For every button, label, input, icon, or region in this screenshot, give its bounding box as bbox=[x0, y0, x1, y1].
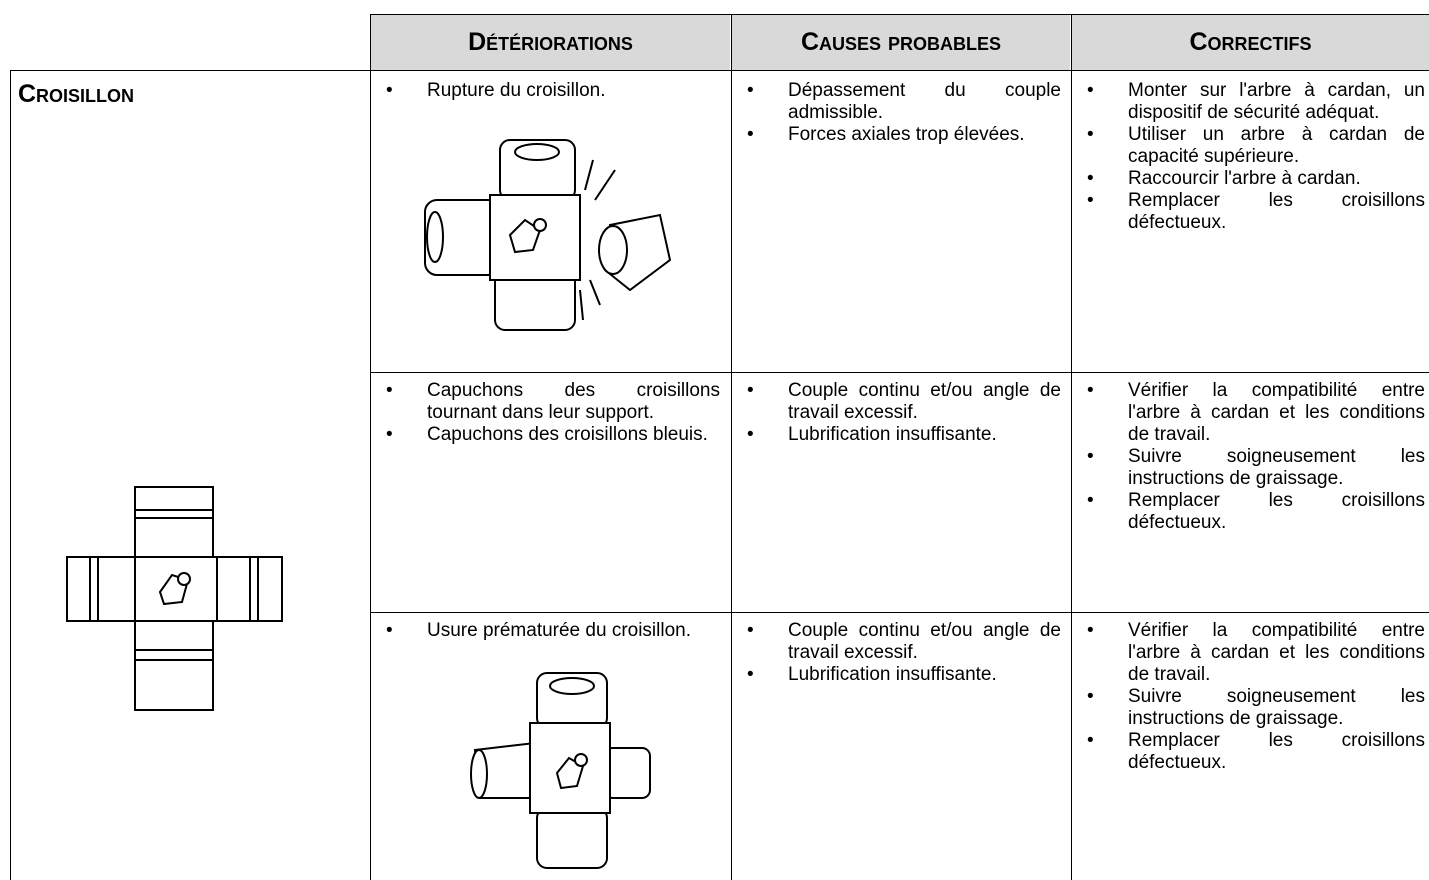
list-item: Lubrification insuffisante. bbox=[747, 424, 1061, 446]
border bbox=[370, 372, 1429, 373]
list-item: Dépassement du couple admissible. bbox=[747, 80, 1061, 124]
bullet-list: Monter sur l'arbre à cardan, un disposit… bbox=[1087, 80, 1425, 234]
border bbox=[370, 14, 1429, 15]
border bbox=[10, 70, 1429, 71]
border bbox=[1071, 14, 1072, 880]
list-item: Usure prématurée du croisillon. bbox=[386, 620, 720, 642]
list-item: Rupture du croisillon. bbox=[386, 80, 720, 102]
border bbox=[370, 612, 1429, 613]
bullet-list: Dépassement du couple admissible.Forces … bbox=[747, 80, 1061, 146]
list-item: Monter sur l'arbre à cardan, un disposit… bbox=[1087, 80, 1425, 124]
cross-illustration bbox=[66, 486, 283, 711]
bullet-list: Capuchons des croisillons tournant dans … bbox=[386, 380, 720, 446]
list-item: Couple continu et/ou angle de travail ex… bbox=[747, 620, 1061, 664]
row-label: Croisillon bbox=[18, 80, 135, 108]
list-item: Vérifier la compatibilité entre l'arbre … bbox=[1087, 380, 1425, 446]
bullet-list: Usure prématurée du croisillon. bbox=[386, 620, 720, 642]
list-item: Raccourcir l'arbre à cardan. bbox=[1087, 168, 1425, 190]
list-item: Forces axiales trop élevées. bbox=[747, 124, 1061, 146]
list-item: Couple continu et/ou angle de travail ex… bbox=[747, 380, 1061, 424]
border bbox=[731, 14, 732, 880]
list-item: Capuchons des croisillons tournant dans … bbox=[386, 380, 720, 424]
bullet-list: Vérifier la compatibilité entre l'arbre … bbox=[1087, 380, 1425, 534]
list-item: Remplacer les croisillons défectueux. bbox=[1087, 730, 1425, 774]
list-item: Capuchons des croisillons bleuis. bbox=[386, 424, 720, 446]
border bbox=[370, 14, 371, 880]
list-item: Suivre soigneusement les instructions de… bbox=[1087, 446, 1425, 490]
bullet-list: Rupture du croisillon. bbox=[386, 80, 720, 102]
list-item: Vérifier la compatibilité entre l'arbre … bbox=[1087, 620, 1425, 686]
broken-cross-illustration bbox=[424, 139, 672, 331]
list-item: Remplacer les croisillons défectueux. bbox=[1087, 490, 1425, 534]
bullet-list: Vérifier la compatibilité entre l'arbre … bbox=[1087, 620, 1425, 774]
column-header: Causes probables bbox=[732, 15, 1070, 70]
list-item: Utiliser un arbre à cardan de capacité s… bbox=[1087, 124, 1425, 168]
border bbox=[10, 70, 11, 880]
column-header: Correctifs bbox=[1072, 15, 1429, 70]
column-header: Détériorations bbox=[371, 15, 730, 70]
bullet-list: Couple continu et/ou angle de travail ex… bbox=[747, 380, 1061, 446]
list-item: Suivre soigneusement les instructions de… bbox=[1087, 686, 1425, 730]
bullet-list: Couple continu et/ou angle de travail ex… bbox=[747, 620, 1061, 686]
list-item: Remplacer les croisillons défectueux. bbox=[1087, 190, 1425, 234]
worn-cross-illustration bbox=[470, 672, 651, 869]
list-item: Lubrification insuffisante. bbox=[747, 664, 1061, 686]
